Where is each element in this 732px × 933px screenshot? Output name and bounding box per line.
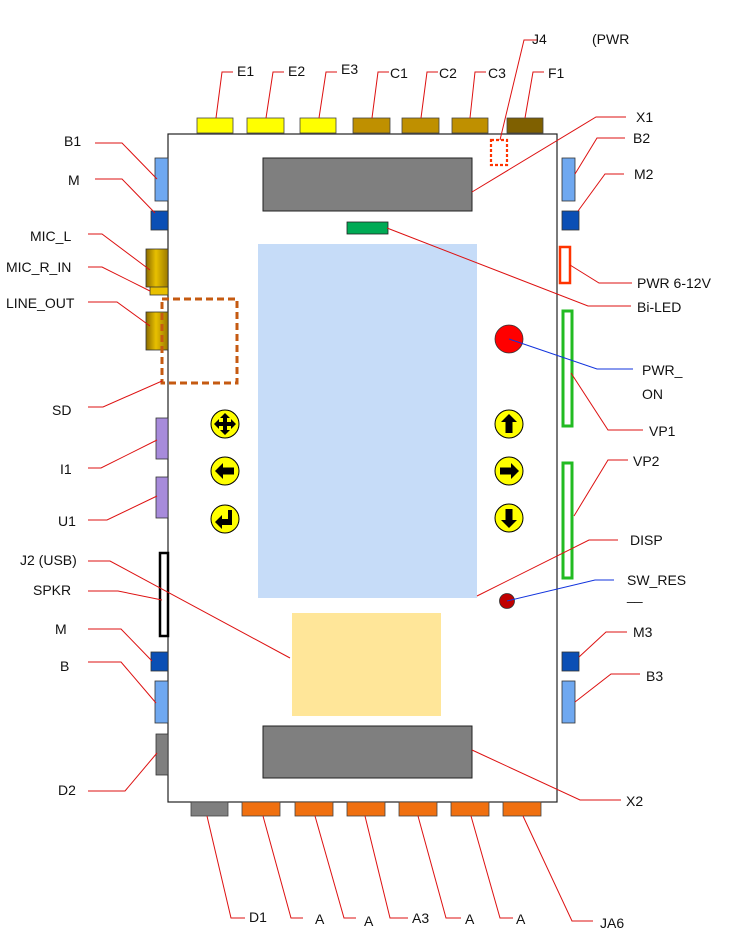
- d1-header: [190, 801, 229, 817]
- m-left-bottom-pad: [150, 651, 169, 672]
- b-left-bottom-label: B: [60, 658, 69, 674]
- sw-res-label-line1: SW_RES: [627, 572, 686, 588]
- down-arrow-icon: [494, 503, 524, 533]
- pwr-on-label-line1: PWR_: [642, 362, 683, 378]
- disp-label: DISP: [630, 532, 663, 548]
- u1-label: U1: [58, 513, 76, 529]
- a5-label: A: [516, 911, 526, 927]
- a3-label: A3: [412, 910, 429, 926]
- c2-label: C2: [439, 65, 457, 81]
- display-area: [258, 244, 477, 598]
- vp2-header: [561, 461, 574, 580]
- b3-label: B3: [646, 668, 663, 684]
- i1-label: I1: [60, 461, 72, 477]
- j4-label: J4: [532, 31, 547, 47]
- m2-label: M2: [634, 166, 654, 182]
- b1-button: [154, 157, 169, 202]
- mic-l-jack: [145, 248, 169, 288]
- ja6-label: JA6: [600, 915, 624, 931]
- e2-header: [246, 117, 285, 134]
- m-left-top-pad: [150, 210, 169, 231]
- e1-header: [196, 117, 234, 134]
- sd-label: SD: [52, 402, 71, 418]
- a2-label: A: [364, 913, 374, 929]
- f1-header: [506, 117, 544, 134]
- x1-label: X1: [636, 109, 653, 125]
- bi-led: [346, 221, 389, 235]
- e1-label: E1: [237, 63, 254, 79]
- e3-header: [299, 117, 337, 134]
- a5-header: [450, 801, 490, 817]
- line-out-label: LINE_OUT: [6, 295, 75, 311]
- x2-connector: [262, 725, 473, 779]
- vp1-label: VP1: [649, 423, 676, 439]
- d2-label: D2: [58, 782, 76, 798]
- pwr-jack: [558, 245, 572, 285]
- bi-led-label: Bi-LED: [637, 299, 681, 315]
- a1-label: A: [315, 911, 325, 927]
- a1-header: [241, 801, 281, 817]
- spkr-label: SPKR: [33, 582, 71, 598]
- c2-header: [401, 117, 440, 134]
- m-left-top-label: M: [68, 172, 80, 188]
- up-arrow-icon: [494, 409, 524, 439]
- i1-pad: [155, 417, 169, 460]
- m-left-bottom-label: M: [55, 621, 67, 637]
- vp2-label: VP2: [633, 453, 660, 469]
- m2-pad: [561, 210, 580, 231]
- c3-label: C3: [488, 65, 506, 81]
- ja6-header: [502, 801, 542, 817]
- b-left-bottom-button: [154, 680, 169, 724]
- left-arrow-icon: [210, 456, 240, 486]
- a3-header: [346, 801, 386, 817]
- mic-l-label: MIC_L: [30, 228, 71, 244]
- u1-pad: [155, 476, 169, 519]
- f1-label: F1: [548, 65, 565, 81]
- a2-header: [294, 801, 334, 817]
- four-way-arrow-icon: [210, 409, 240, 439]
- a4-header: [398, 801, 438, 817]
- j4-jumper: [489, 138, 509, 167]
- right-arrow-icon: [494, 456, 524, 486]
- vp1-header: [561, 309, 574, 428]
- e2-label: E2: [288, 63, 305, 79]
- b3-button: [561, 680, 576, 724]
- line-out-jack: [145, 311, 169, 351]
- c1-header: [352, 117, 391, 134]
- d2-pad: [155, 733, 169, 776]
- return-arrow-icon: [210, 504, 240, 534]
- usb-connector: [158, 551, 170, 638]
- e3-label: E3: [341, 61, 358, 77]
- pwr-6-12v-label: PWR 6-12V: [637, 275, 712, 291]
- pwr-on-label-line2: ON: [642, 386, 663, 402]
- m3-pad: [561, 651, 580, 672]
- pwr-top-label: (PWR: [592, 31, 629, 47]
- b1-label: B1: [64, 133, 81, 149]
- d1-label: D1: [249, 909, 267, 925]
- m3-label: M3: [633, 624, 653, 640]
- j2-usb-label: J2 (USB): [20, 552, 77, 568]
- sd-slot: [160, 297, 239, 385]
- a4-label: A: [465, 911, 475, 927]
- c3-header: [451, 117, 489, 134]
- blue-leader-lines: [506, 338, 633, 602]
- mic-r-in-label: MIC_R_IN: [6, 259, 71, 275]
- b2-label: B2: [633, 130, 650, 146]
- x1-connector: [262, 157, 473, 212]
- sw-res-label-line2: __: [626, 587, 643, 603]
- c1-label: C1: [390, 65, 408, 81]
- speaker-area: [292, 613, 441, 716]
- x2-label: X2: [626, 793, 643, 809]
- b2-button: [561, 157, 576, 202]
- leader-lines: [88, 39, 643, 922]
